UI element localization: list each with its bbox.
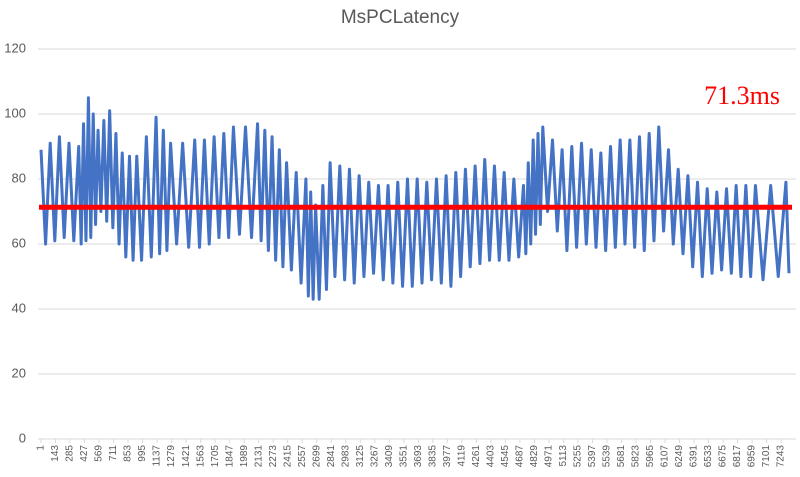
x-tick-label: 5965 (645, 445, 656, 468)
x-tick-label: 2557 (297, 445, 308, 468)
x-tick-label: 3267 (369, 445, 380, 468)
x-tick-label: 995 (137, 445, 148, 462)
x-tick-label: 3977 (442, 445, 453, 468)
x-tick-label: 1989 (239, 445, 250, 468)
x-tick-label: 143 (50, 445, 61, 462)
x-tick-label: 1 (36, 445, 47, 451)
x-tick-label: 4545 (500, 445, 511, 468)
y-tick-label: 100 (4, 105, 26, 120)
x-tick-label: 2415 (282, 445, 293, 468)
x-tick-label: 5681 (616, 445, 627, 468)
chart-title: MsPCLatency (341, 7, 460, 28)
x-tick-label: 711 (108, 445, 119, 461)
x-tick-label: 427 (79, 445, 90, 462)
x-tick-label: 1279 (166, 445, 177, 468)
x-tick-label: 4829 (529, 445, 540, 468)
x-tick-label: 3693 (413, 445, 424, 468)
x-tick-label: 4971 (544, 445, 555, 468)
x-tick-label: 6107 (660, 445, 671, 468)
x-tick-label: 1421 (181, 445, 192, 468)
y-tick-label: 20 (12, 365, 26, 380)
x-tick-label: 5397 (587, 445, 598, 468)
x-tick-label: 1705 (210, 445, 221, 468)
x-tick-label: 2131 (253, 445, 264, 468)
x-tick-label: 3551 (398, 445, 409, 468)
x-tick-label: 4687 (515, 445, 526, 468)
x-tick-label: 3835 (427, 445, 438, 468)
x-tick-label: 1847 (224, 445, 235, 468)
y-tick-label: 0 (19, 430, 26, 445)
y-tick-label: 40 (12, 300, 26, 315)
x-tick-label: 569 (94, 445, 105, 462)
x-tick-label: 1563 (195, 445, 206, 468)
y-tick-label: 80 (12, 170, 26, 185)
x-tick-label: 3125 (355, 445, 366, 468)
y-tick-label: 60 (12, 235, 26, 250)
line-series (39, 96, 791, 301)
x-tick-label: 6391 (689, 445, 700, 468)
x-tick-label: 2983 (340, 445, 351, 468)
x-tick-label: 3409 (384, 445, 395, 468)
x-tick-label: 2273 (268, 445, 279, 468)
x-tick-label: 285 (65, 445, 76, 462)
x-tick-label: 6675 (718, 445, 729, 468)
x-tick-label: 853 (123, 445, 134, 462)
x-tick-label: 4403 (486, 445, 497, 468)
x-tick-label: 6817 (732, 445, 743, 468)
x-tick-label: 7101 (761, 445, 772, 468)
x-tick-label: 6249 (674, 445, 685, 468)
x-tick-label: 6959 (747, 445, 758, 468)
x-tick-label: 4119 (456, 445, 467, 467)
x-tick-label: 7243 (776, 445, 787, 468)
x-tick-label: 5113 (558, 445, 569, 467)
x-tick-label: 5539 (602, 445, 613, 468)
y-tick-label: 120 (4, 40, 26, 55)
x-tick-label: 5823 (631, 445, 642, 468)
x-tick-label: 6533 (703, 445, 714, 468)
x-tick-label: 4261 (471, 445, 482, 468)
x-tick-label: 5255 (573, 445, 584, 468)
x-tick-label: 1137 (152, 445, 163, 467)
x-tick-label: 2841 (326, 445, 337, 468)
x-tick-label: 2699 (311, 445, 322, 468)
reference-label: 71.3ms (704, 81, 780, 110)
